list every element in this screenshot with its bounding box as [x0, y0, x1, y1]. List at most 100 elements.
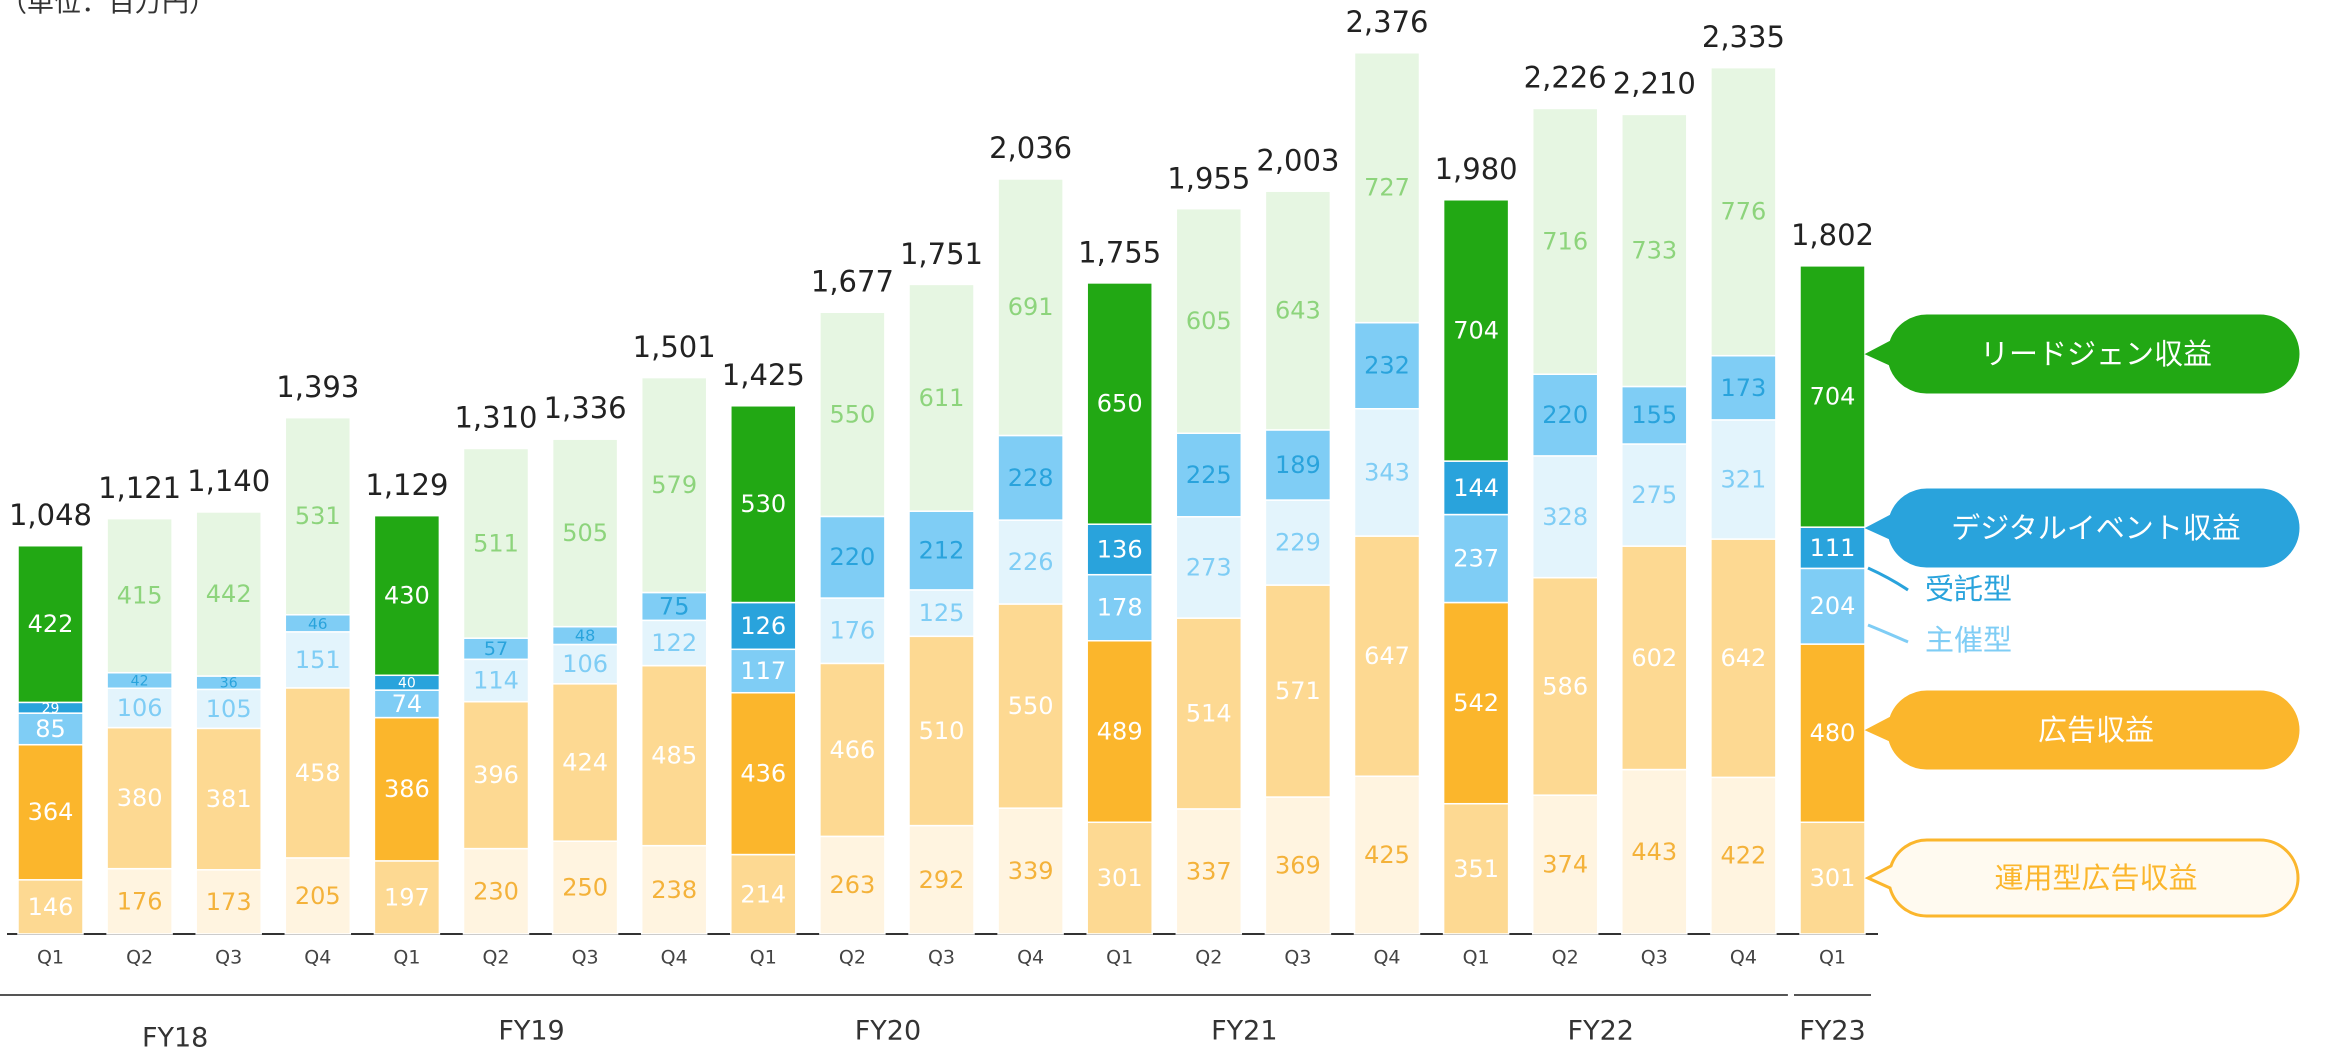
bar-segment [819, 835, 886, 935]
segment-label: 511 [473, 529, 519, 557]
x-tick-label: Q1 [1819, 947, 1846, 969]
bar-segment [1621, 768, 1688, 935]
bar-segment [1086, 282, 1153, 525]
segment-label: 643 [1275, 297, 1321, 325]
bar-segment [551, 683, 619, 842]
legend-pill [1864, 488, 2300, 568]
segment-label: 29 [42, 701, 60, 717]
group-label: FY20 [855, 1016, 921, 1047]
segment-label: 422 [28, 610, 74, 638]
segment-label: 176 [117, 887, 163, 915]
bar-segment [373, 514, 441, 677]
bar-segment [1353, 408, 1421, 537]
x-tick-label: Q3 [1641, 947, 1668, 969]
bar-segment [1353, 52, 1421, 324]
bar-segment [908, 589, 975, 638]
bar-segment [1710, 66, 1777, 357]
segment-label: 155 [1631, 401, 1677, 429]
segment-label: 111 [1810, 534, 1856, 562]
bar-segment [462, 847, 530, 935]
bar-segment [997, 519, 1064, 605]
segment-label: 381 [206, 785, 252, 813]
bar-segment [106, 517, 173, 674]
bar-segment [1531, 794, 1599, 935]
bar-segment [1799, 526, 1866, 570]
segment-label: 727 [1364, 174, 1410, 202]
total-label: 1,336 [544, 391, 627, 425]
bar-segment [908, 824, 975, 935]
segment-label: 228 [1008, 464, 1054, 492]
segment-label: 40 [398, 676, 416, 692]
segment-label: 733 [1631, 236, 1677, 264]
segment-label: 125 [919, 599, 965, 627]
bar-segment [195, 727, 262, 871]
legend-programmatic: 運用型広告収益 [1864, 838, 2300, 918]
segment-label: 230 [473, 877, 519, 905]
x-tick-label: Q3 [572, 947, 599, 969]
bar-segment [195, 688, 262, 730]
segment-label: 205 [295, 882, 341, 910]
segment-label: 466 [829, 736, 875, 764]
bar-segment [551, 840, 619, 935]
segment-label: 301 [1097, 864, 1143, 892]
bar-segment [730, 648, 797, 694]
x-tick-label: Q2 [126, 947, 153, 969]
segment-label: 328 [1542, 503, 1588, 531]
segment-label: 57 [484, 638, 508, 660]
legend-ad: 広告収益 [1864, 690, 2300, 770]
segment-label: 178 [1097, 594, 1143, 622]
bar-segment [1799, 265, 1866, 528]
legend-pill [1864, 314, 2300, 394]
total-label: 1,310 [454, 401, 537, 435]
bar-segment [997, 178, 1064, 437]
group-label: FY19 [498, 1016, 564, 1047]
bar-segment [640, 376, 708, 594]
bar-segment [819, 597, 886, 665]
x-tick-label: Q1 [750, 947, 777, 969]
bar-segment [373, 860, 441, 935]
total-label: 1,393 [276, 370, 359, 404]
segment-label: 229 [1275, 529, 1321, 557]
bar-segment [640, 619, 708, 667]
segment-label: 430 [384, 581, 430, 609]
segment-label: 571 [1275, 677, 1321, 705]
bar-segment [1086, 821, 1153, 935]
segment-label: 146 [28, 893, 74, 921]
segment-label: 189 [1275, 451, 1321, 479]
segment-label: 126 [740, 612, 786, 640]
segment-label: 250 [562, 874, 608, 902]
segment-label: 114 [473, 666, 519, 694]
segment-label: 514 [1186, 700, 1232, 728]
legend-label: リードジェン収益 [1980, 337, 2212, 371]
total-label: 1,802 [1791, 218, 1874, 252]
bar-segment [17, 879, 84, 935]
bar-segment [106, 687, 173, 729]
bar-segment [551, 438, 619, 628]
x-tick-label: Q3 [928, 947, 955, 969]
segment-label: 642 [1720, 644, 1766, 672]
segment-label: 48 [575, 626, 595, 645]
segment-label: 75 [659, 592, 690, 620]
segment-label: 396 [473, 761, 519, 789]
bar-segment [1531, 455, 1599, 579]
bar-segment [373, 689, 441, 719]
legend-pill [1864, 838, 2300, 918]
bar-segment [640, 844, 708, 935]
segment-label: 173 [206, 888, 252, 916]
bar-segment [1264, 796, 1332, 935]
bar-segment [730, 601, 797, 651]
bar-segment [1086, 523, 1153, 576]
total-label: 1,980 [1435, 152, 1518, 186]
segment-label: 436 [740, 760, 786, 788]
segment-label: 605 [1186, 307, 1232, 335]
segment-label: 74 [392, 690, 423, 718]
segment-label: 339 [1008, 857, 1054, 885]
bar-segment [106, 867, 173, 935]
segment-label: 442 [206, 580, 252, 608]
segment-label: 351 [1453, 855, 1499, 883]
x-tick-label: Q2 [839, 947, 866, 969]
segment-label: 238 [651, 876, 697, 904]
segment-label: 301 [1810, 864, 1856, 892]
total-label: 2,036 [989, 131, 1072, 165]
